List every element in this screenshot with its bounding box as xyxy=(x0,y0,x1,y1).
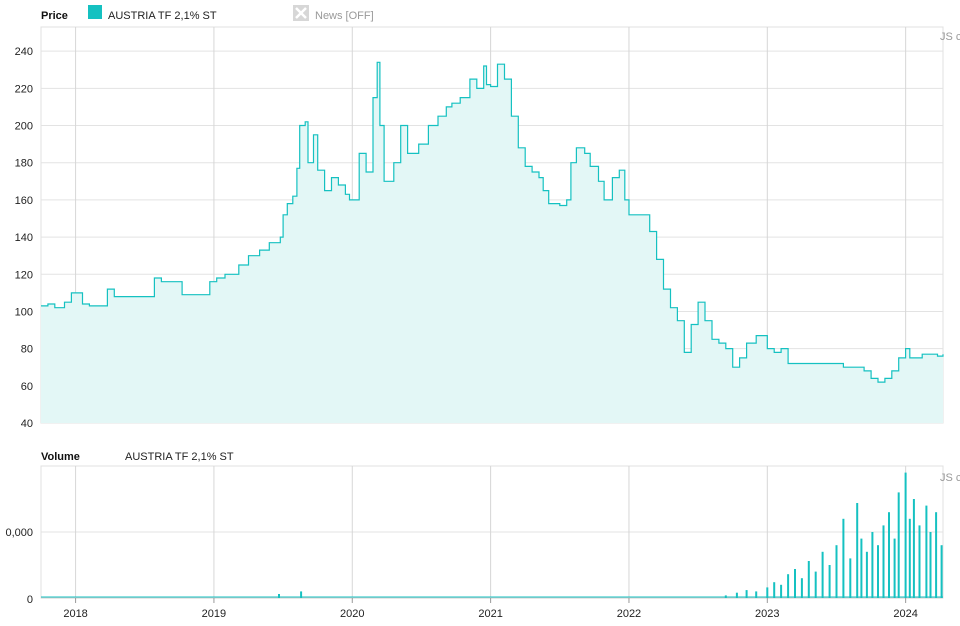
price-y-tick-label: 220 xyxy=(15,83,33,95)
volume-bar xyxy=(918,525,921,598)
price-y-tick-label: 120 xyxy=(15,269,33,281)
price-watermark: JS c xyxy=(940,31,960,43)
volume-watermark: JS c xyxy=(940,472,960,484)
volume-bar xyxy=(780,584,783,598)
price-y-tick-label: 140 xyxy=(15,232,33,244)
volume-bar xyxy=(912,499,915,598)
volume-bar xyxy=(745,590,748,598)
volume-bar xyxy=(755,591,758,598)
volume-bar xyxy=(800,578,803,598)
x-tick-label: 2023 xyxy=(755,608,779,620)
volume-bar xyxy=(860,538,863,598)
price-y-tick-label: 80 xyxy=(21,344,33,356)
volume-grid xyxy=(40,465,944,599)
price-y-tick-label: 60 xyxy=(21,381,33,393)
volume-bars xyxy=(41,472,943,598)
price-y-axis: 40 60 80 100 120 140 160 180 200 220 240 xyxy=(15,46,33,430)
price-y-tick-label: 100 xyxy=(15,306,33,318)
volume-bar xyxy=(856,503,859,598)
volume-bar xyxy=(300,591,303,598)
price-y-tick-label: 240 xyxy=(15,46,33,58)
news-toggle-label[interactable]: News [OFF] xyxy=(315,10,374,22)
volume-bar xyxy=(893,538,896,598)
volume-bar xyxy=(835,545,838,598)
volume-bar xyxy=(773,582,776,598)
x-tick-label: 2022 xyxy=(617,608,641,620)
volume-legend-series: AUSTRIA TF 2,1% ST xyxy=(125,451,234,463)
volume-bar xyxy=(888,512,890,598)
volume-bar xyxy=(935,512,938,598)
volume-bar xyxy=(787,574,790,598)
volume-bar xyxy=(724,595,727,598)
volume-bar xyxy=(865,551,868,598)
volume-bar xyxy=(877,545,879,598)
volume-y-tick-label: 0 xyxy=(27,594,33,606)
news-toggle-icon[interactable] xyxy=(293,5,309,21)
volume-bar xyxy=(828,565,831,598)
x-tick-label: 2021 xyxy=(478,608,502,620)
volume-y-axis: 0 0,000 xyxy=(5,527,33,606)
volume-bar xyxy=(814,571,817,598)
price-line xyxy=(41,61,944,383)
volume-bar xyxy=(794,569,796,598)
price-legend-swatch[interactable] xyxy=(88,5,102,19)
volume-bar xyxy=(807,561,810,598)
price-area xyxy=(41,62,943,424)
volume-bar xyxy=(849,558,852,598)
price-legend-series[interactable]: AUSTRIA TF 2,1% ST xyxy=(108,10,217,22)
volume-bar xyxy=(904,472,907,598)
price-panel-label: Price xyxy=(41,10,68,22)
volume-panel-label: Volume xyxy=(41,451,80,463)
volume-y-tick-label: 0,000 xyxy=(5,527,33,539)
volume-bar xyxy=(925,505,928,598)
volume-bar xyxy=(871,532,874,598)
x-tick-label: 2018 xyxy=(63,608,87,620)
volume-bar xyxy=(735,592,738,598)
volume-bar xyxy=(908,518,911,598)
x-tick-label: 2019 xyxy=(202,608,226,620)
x-axis: 2018 2019 2020 2021 2022 2023 2024 xyxy=(63,598,918,620)
volume-bar xyxy=(842,518,845,598)
price-y-tick-label: 200 xyxy=(15,121,33,133)
price-y-tick-label: 160 xyxy=(15,195,33,207)
volume-bar xyxy=(821,551,824,598)
volume-bar xyxy=(940,545,943,598)
price-y-tick-label: 40 xyxy=(21,418,33,430)
volume-bar xyxy=(882,525,885,598)
volume-bar xyxy=(278,594,280,598)
volume-bar xyxy=(766,587,769,598)
volume-bar xyxy=(897,492,900,598)
x-tick-label: 2020 xyxy=(340,608,364,620)
volume-bar xyxy=(929,532,932,598)
price-y-tick-label: 180 xyxy=(15,158,33,170)
x-tick-label: 2024 xyxy=(893,608,917,620)
